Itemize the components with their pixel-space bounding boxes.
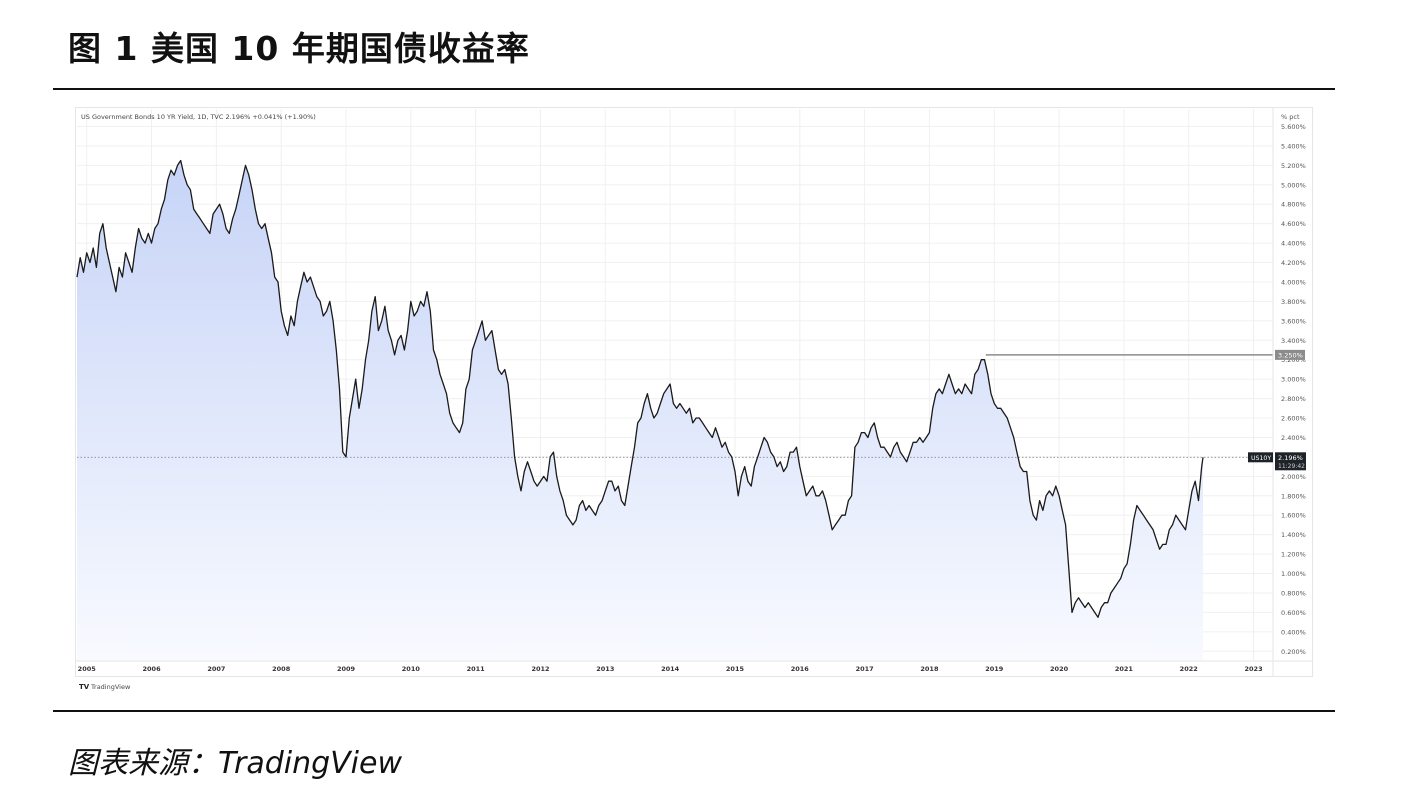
x-tick-label: 2017 — [856, 665, 874, 673]
y-tick-label: 3.200% — [1281, 356, 1306, 364]
y-tick-label: 1.200% — [1281, 551, 1306, 559]
series-layer — [76, 159, 1273, 661]
series-tag: US10Y — [1251, 455, 1271, 462]
x-tick-label: 2009 — [337, 665, 356, 673]
y-tick-label: 5.200% — [1281, 162, 1306, 170]
figure-title: 图 1 美国 10 年期国债收益率 — [68, 29, 530, 68]
x-tick-label: 2020 — [1050, 665, 1069, 673]
x-tick-label: 2008 — [272, 665, 291, 673]
y-tick-label: 1.400% — [1281, 531, 1306, 539]
x-tick-label: 2012 — [531, 665, 549, 673]
y-unit-label: % pct — [1281, 113, 1300, 121]
current-value-box — [1275, 452, 1306, 471]
y-tick-label: 0.400% — [1281, 628, 1306, 636]
y-tick-label: 3.600% — [1281, 317, 1306, 325]
y-tick-label: 4.200% — [1281, 259, 1306, 267]
y-axis: 0.200% 0.400% 0.600% 0.800% 1.000% 1.200% 1.40… — [1248, 107, 1306, 677]
y-tick-label: 4.800% — [1281, 201, 1306, 209]
x-tick-label: 2010 — [402, 665, 421, 673]
current-time-label: 11:29:42 — [1278, 463, 1305, 470]
y-tick-label: 3.400% — [1281, 337, 1306, 345]
y-tick-label: 2.600% — [1281, 415, 1306, 423]
y-tick-label: 1.000% — [1281, 570, 1306, 578]
top-rule — [53, 88, 1335, 90]
y-tick-label: 2.000% — [1281, 473, 1306, 481]
y-tick-label: 1.600% — [1281, 512, 1306, 520]
y-tick-label: 5.400% — [1281, 142, 1306, 150]
reference-label-box — [1275, 349, 1305, 360]
y-tick-label: 3.800% — [1281, 298, 1306, 306]
x-tick-label: 2018 — [920, 665, 939, 673]
x-tick-label: 2007 — [207, 665, 225, 673]
y-tick-label: 2.800% — [1281, 395, 1306, 403]
y-tick-label: 2.400% — [1281, 434, 1306, 442]
x-tick-label: 2011 — [467, 665, 486, 673]
y-tick-label: 0.800% — [1281, 589, 1306, 597]
source-note: 图表来源：TradingView — [68, 746, 402, 781]
series-line — [76, 159, 1204, 618]
y-tick-label: 0.200% — [1281, 648, 1306, 656]
x-axis: 2005 2006 2007 2008 2009 2010 2011 2012 2013 2014… — [75, 660, 1313, 673]
tradingview-icon: TV — [79, 683, 90, 691]
x-tick-label: 2019 — [985, 665, 1004, 673]
series-tag-box — [1248, 452, 1273, 463]
chart-header: US Government Bonds 10 YR Yield, 1D, TVC… — [81, 113, 316, 121]
x-tick-label: 2006 — [143, 665, 162, 673]
tradingview-logo: TV TradingView — [79, 683, 131, 691]
x-tick-label: 2013 — [596, 665, 614, 673]
x-tick-label: 2021 — [1115, 665, 1134, 673]
y-tick-label: 5.000% — [1281, 181, 1306, 189]
x-tick-label: 2015 — [726, 665, 745, 673]
y-tick-label: 1.800% — [1281, 492, 1306, 500]
y-tick-label: 4.000% — [1281, 278, 1306, 286]
y-tick-label: 5.600% — [1281, 123, 1306, 131]
x-tick-label: 2005 — [78, 665, 97, 673]
chart-container: 0.200% 0.400% 0.600% 0.800% 1.000% 1.200% 1.40… — [75, 107, 1313, 697]
tradingview-watermark: TradingView — [90, 683, 131, 691]
x-tick-label: 2023 — [1245, 665, 1263, 673]
y-tick-label: 0.600% — [1281, 609, 1306, 617]
current-value-label: 2.196% — [1278, 454, 1303, 462]
bottom-rule — [53, 710, 1335, 712]
yield-chart: 0.200% 0.400% 0.600% 0.800% 1.000% 1.200% 1.40… — [75, 107, 1313, 691]
x-tick-label: 2014 — [661, 665, 680, 673]
x-tick-label: 2022 — [1180, 665, 1198, 673]
y-tick-label: 4.400% — [1281, 240, 1306, 248]
series-area-fill — [77, 160, 1203, 661]
x-tick-label: 2016 — [791, 665, 810, 673]
y-tick-label: 4.600% — [1281, 220, 1306, 228]
y-tick-label: 3.000% — [1281, 376, 1306, 384]
reference-label: 3.250% — [1278, 351, 1303, 359]
